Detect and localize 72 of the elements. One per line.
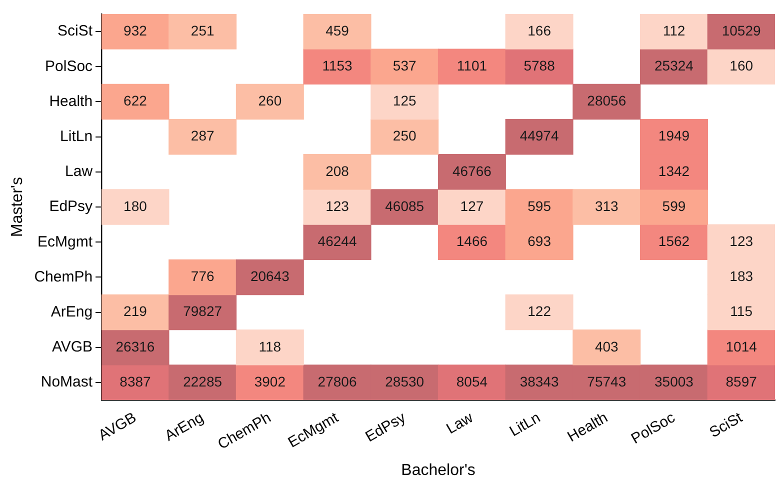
y-tick-label: ChemPh (34, 268, 93, 286)
data-label: 287 (190, 128, 214, 144)
y-tick-label: NoMast (40, 374, 94, 391)
data-label: 403 (594, 338, 619, 354)
data-label: 10529 (722, 22, 762, 38)
data-label: 8054 (456, 373, 488, 390)
data-label: 3902 (254, 373, 286, 390)
data-label: 537 (392, 58, 416, 74)
data-label: 46244 (318, 232, 357, 249)
data-label: 25324 (654, 58, 694, 74)
data-label: 595 (528, 198, 552, 214)
data-label: 27806 (318, 373, 357, 390)
y-tick-label: SciSt (58, 22, 94, 40)
data-label: 622 (124, 92, 148, 109)
data-label: 250 (392, 128, 416, 144)
data-label: 46085 (385, 198, 424, 214)
data-label: 26316 (116, 338, 155, 354)
data-label: 44974 (520, 128, 559, 144)
data-label: 260 (258, 92, 282, 109)
data-label: 1949 (658, 128, 690, 144)
data-label: 313 (594, 198, 619, 214)
y-tick-label: AVGB (52, 338, 93, 356)
data-label: 125 (392, 92, 416, 109)
y-tick-label: Health (49, 92, 93, 110)
data-label: 75743 (587, 373, 626, 390)
data-label: 38343 (520, 373, 559, 390)
y-tick-label: PolSoc (45, 58, 94, 75)
x-tick-label: LitLn (506, 409, 544, 440)
y-tick-label: EdPsy (49, 198, 94, 216)
data-label: 208 (326, 162, 350, 179)
data-label: 22285 (183, 373, 222, 390)
data-label: 1562 (658, 232, 690, 249)
data-label: 115 (730, 303, 753, 320)
data-label: 251 (190, 22, 214, 38)
data-label: 599 (662, 198, 686, 214)
data-label: 166 (528, 22, 552, 38)
y-tick-label: ArEng (50, 303, 93, 320)
data-label: 112 (662, 22, 686, 38)
data-label: 118 (258, 338, 282, 354)
data-label: 160 (730, 58, 754, 74)
data-label: 20643 (250, 268, 290, 284)
data-label: 932 (124, 22, 148, 38)
data-label: 180 (124, 198, 148, 214)
data-label: 127 (460, 198, 484, 214)
data-label: 35003 (654, 373, 694, 390)
data-label: 1153 (322, 58, 353, 74)
x-axis-title: Bachelor's (401, 462, 476, 479)
data-label: 1014 (726, 338, 758, 354)
data-label: 79827 (183, 303, 222, 320)
data-label: 1342 (658, 162, 690, 179)
data-label: 46766 (452, 162, 492, 179)
data-label: 183 (730, 268, 754, 284)
data-label: 776 (190, 268, 214, 284)
data-label: 122 (528, 303, 552, 320)
y-axis-title: Master's (9, 177, 26, 237)
x-tick-label: SciSt (706, 408, 746, 442)
data-label: 28530 (385, 373, 424, 390)
data-label: 8597 (726, 373, 758, 390)
data-label: 693 (528, 232, 552, 249)
data-label: 28056 (587, 92, 626, 109)
y-tick-label: EcMgmt (38, 233, 94, 250)
data-label: 123 (730, 232, 754, 249)
data-label: 8387 (120, 373, 152, 390)
data-label: 219 (124, 303, 148, 320)
y-tick-label: Law (65, 163, 93, 180)
x-tick-label: Law (444, 409, 476, 438)
data-label: 123 (326, 198, 350, 214)
data-label: 1466 (456, 232, 488, 249)
data-label: 1101 (456, 58, 488, 74)
data-label: 459 (326, 22, 350, 38)
y-tick-label: LitLn (60, 128, 93, 145)
data-label: 5788 (524, 58, 556, 74)
